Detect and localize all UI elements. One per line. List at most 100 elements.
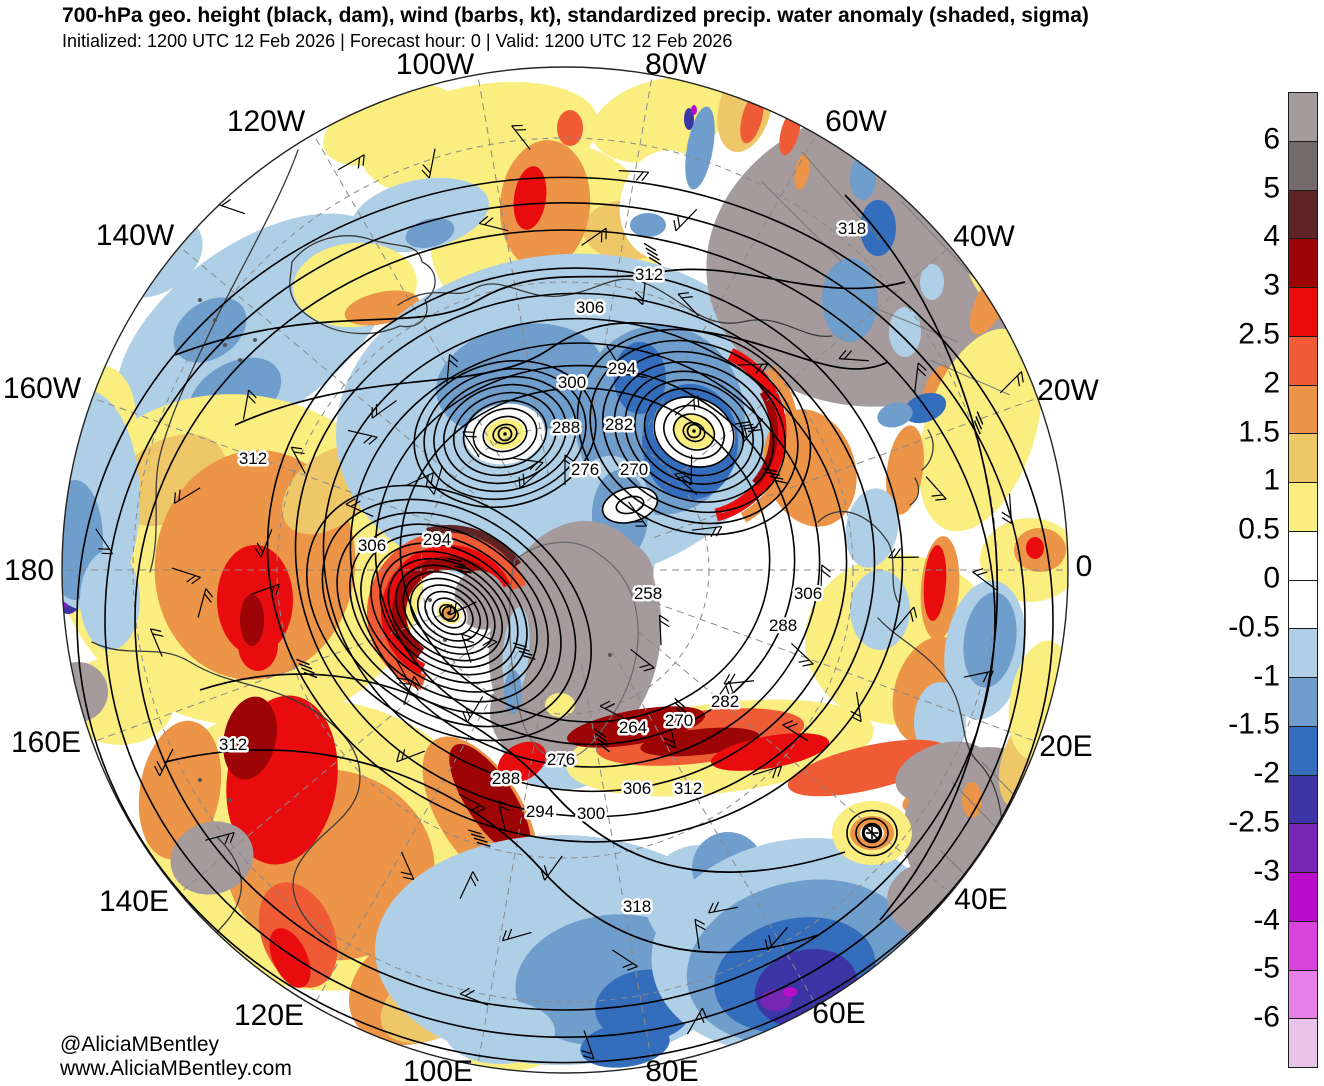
contour-label: 318	[623, 897, 651, 916]
wind-barb	[449, 601, 477, 616]
contour-label: 318	[838, 219, 866, 238]
island-speck	[238, 358, 242, 362]
wind-barb-tick	[777, 766, 783, 777]
colorbar-swatch	[1289, 725, 1317, 775]
vortex-symbols	[441, 423, 883, 844]
contour-label: 306	[576, 298, 604, 317]
meridian-line	[581, 663, 653, 1066]
wind-barb	[502, 931, 532, 942]
wind-barb-tick	[543, 865, 549, 877]
height-contour	[76, 176, 1054, 1064]
height-contour	[134, 229, 996, 1011]
wind-barb	[290, 446, 306, 474]
wind-barb	[446, 354, 451, 385]
contour-value-labels: 312 306 318 294 300 288 282 276 270 312 306 294 258 3…	[216, 217, 868, 919]
colorbar-swatch	[1289, 384, 1317, 434]
anomaly-arc	[740, 364, 799, 523]
meridian-line	[179, 246, 493, 510]
meridian-line	[637, 630, 951, 894]
wind-barb-tick	[186, 575, 196, 583]
hatch-mark	[595, 733, 608, 743]
contour-label: 306	[623, 779, 651, 798]
low-center-dot-icon	[447, 611, 451, 615]
wind-barb-tick	[931, 494, 943, 497]
wind-barb-tick	[843, 350, 852, 360]
wind-barb	[972, 571, 997, 591]
wind-barb-tick	[152, 633, 164, 637]
wind-barb-tick	[674, 471, 686, 475]
height-contour	[399, 387, 771, 723]
hatch-mark	[448, 557, 462, 563]
wind-barb	[767, 927, 788, 951]
colorbar-label: 0.5	[1238, 512, 1280, 546]
wind-barb	[708, 906, 739, 914]
contour-label: 312	[635, 265, 663, 284]
wind-barb-tick	[203, 593, 212, 603]
meridian-line	[92, 397, 476, 538]
wind-barbs	[95, 124, 1024, 1060]
height-contour	[349, 342, 821, 768]
anomaly-blob	[80, 550, 140, 650]
colorbar-label: -3	[1253, 854, 1280, 888]
wind-barb-tick	[464, 989, 475, 997]
hatch-mark	[518, 650, 533, 656]
wind-barb-tick	[635, 171, 644, 181]
wind-barb-tick	[659, 620, 670, 628]
hatch-mark	[301, 667, 315, 674]
wind-barb-tick	[430, 472, 434, 484]
hatch-mark	[303, 671, 318, 679]
wind-barb-tick	[291, 446, 303, 450]
coastline	[207, 837, 242, 943]
colorbar-label: -0.5	[1228, 610, 1280, 644]
wind-barb	[628, 501, 648, 527]
anomaly-blob	[991, 838, 1009, 866]
wind-barb-tick	[643, 667, 655, 672]
island-speck	[428, 598, 432, 602]
height-contour	[482, 415, 528, 453]
height-contour	[643, 387, 745, 477]
hatch-mark	[976, 411, 984, 425]
hatch-mark	[596, 737, 609, 748]
hatch-mark	[451, 561, 466, 566]
island-speck	[213, 318, 217, 322]
anomaly-blob	[886, 425, 924, 515]
hatch-mark	[515, 646, 530, 652]
wind-barb-tick	[154, 765, 161, 777]
contour-label: 294	[423, 530, 451, 549]
wind-barb-tick	[448, 359, 458, 368]
island-speck	[253, 338, 257, 342]
wind-barb-tick	[518, 477, 521, 489]
anomaly-blob	[557, 110, 583, 146]
ring-label: 0	[1076, 550, 1093, 583]
coastline	[397, 278, 833, 337]
colorbar-swatch	[1289, 823, 1317, 872]
height-contour	[294, 292, 876, 818]
wind-barb-tick	[482, 639, 493, 646]
contour-label: 294	[608, 359, 636, 378]
anomaly-blob	[269, 928, 311, 988]
page-title: 700-hPa geo. height (black, dam), wind (…	[62, 4, 1089, 27]
meridian-line	[612, 652, 817, 1006]
wind-barb	[667, 718, 677, 748]
wind-barb	[820, 564, 823, 595]
hatch-mark	[296, 658, 310, 666]
wind-barb-tick	[421, 169, 430, 179]
ring-label: 60E	[812, 997, 865, 1030]
wind-barb-tick	[988, 670, 994, 682]
ring-label: 100W	[396, 48, 475, 81]
anomaly-blob	[763, 409, 857, 527]
credit-website: www.AliciaMBentley.com	[60, 1056, 292, 1080]
wind-barb-tick	[507, 928, 513, 940]
height-contour	[164, 749, 819, 954]
hatch-mark	[747, 428, 763, 433]
wind-barb	[914, 362, 919, 393]
hatch-mark	[468, 829, 482, 835]
ring-label: 140E	[99, 885, 169, 918]
wind-barb-tick	[465, 435, 477, 438]
wind-barb-tick	[426, 485, 435, 495]
wind-barb	[1008, 493, 1013, 524]
anomaly-blob	[794, 154, 810, 190]
anomaly-blob	[822, 258, 878, 342]
wind-barb-tick	[470, 805, 481, 812]
coastlines	[91, 149, 1041, 963]
